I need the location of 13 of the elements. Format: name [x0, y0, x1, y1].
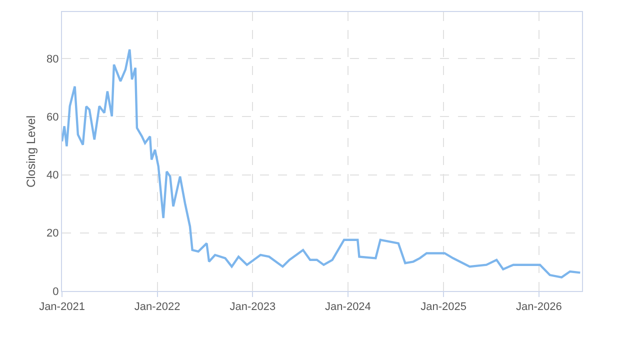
x-tick-label: Jan-2025: [420, 301, 467, 314]
x-tick-label: Jan-2023: [230, 301, 276, 314]
x-tick-label: Jan-2021: [39, 301, 85, 314]
x-tick-label: Jan-2026: [516, 301, 562, 314]
y-tick-label: 60: [46, 111, 59, 124]
y-axis-title: Closing Level: [24, 115, 38, 188]
x-tick-label: Jan-2024: [325, 301, 371, 314]
line-series: [62, 48, 582, 278]
y-tick-label: 0: [52, 286, 59, 298]
y-tick-label: 20: [46, 228, 59, 240]
y-tick-label: 40: [46, 170, 59, 182]
y-tick-label: 80: [46, 53, 59, 66]
x-tick-label: Jan-2022: [134, 301, 180, 314]
